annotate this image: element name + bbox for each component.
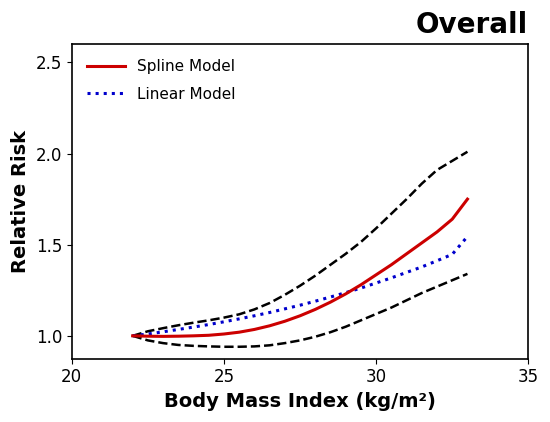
X-axis label: Body Mass Index (kg/m²): Body Mass Index (kg/m²) [164, 392, 436, 411]
Text: Overall: Overall [416, 11, 529, 39]
Y-axis label: Relative Risk: Relative Risk [11, 130, 30, 273]
Legend: Spline Model, Linear Model: Spline Model, Linear Model [79, 52, 244, 109]
